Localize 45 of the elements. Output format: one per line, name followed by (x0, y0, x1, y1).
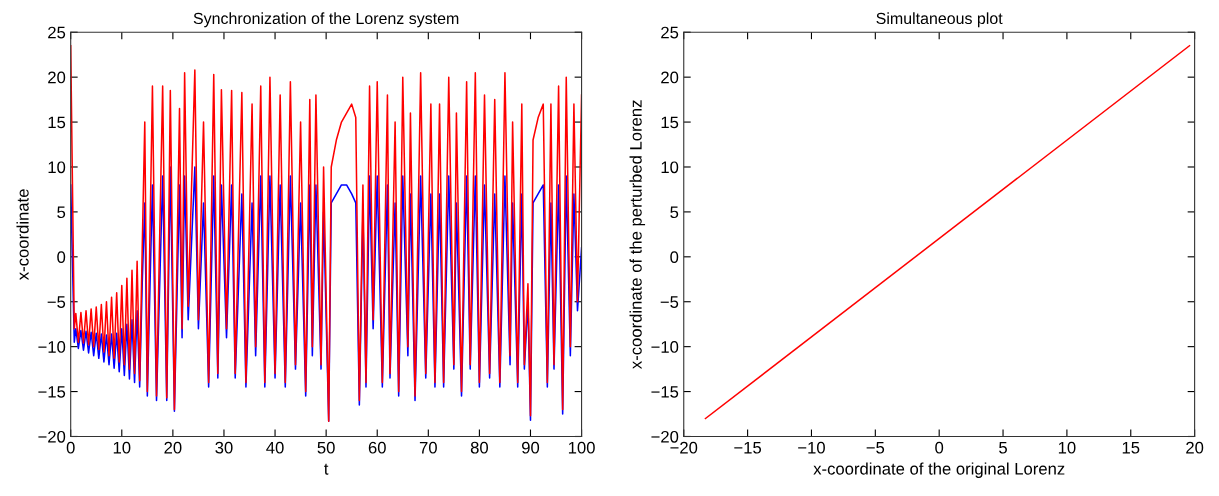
x-tick-label: 70 (419, 441, 437, 454)
chart-title: Simultaneous plot (876, 12, 1003, 28)
y-tick-label: −15 (38, 386, 66, 398)
y-tick-label: −20 (38, 430, 66, 443)
chart-title: Synchronization of the Lorenz system (193, 12, 459, 28)
x-tick-label: 80 (470, 441, 489, 454)
x-tick-label: 100 (568, 441, 595, 454)
x-tick-label: 20 (164, 441, 182, 454)
y-tick-label: 25 (48, 26, 66, 39)
x-tick-label: 50 (317, 441, 335, 454)
x-tick-label: 30 (215, 441, 233, 454)
x-tick-label: 10 (1058, 441, 1076, 454)
x-tick-label: 20 (1186, 441, 1204, 454)
x-axis-title: t (324, 463, 329, 475)
y-tick-label: 20 (661, 71, 679, 84)
x-tick-label: 15 (1122, 441, 1140, 454)
x-tick-label: −15 (734, 441, 762, 454)
y-tick-label: 5 (670, 206, 679, 219)
x-tick-label: 60 (368, 441, 386, 454)
x-axis-title: x-coordinate of the original Lorenz (813, 462, 1065, 478)
y-tick-label: −15 (651, 386, 679, 398)
x-tick-label: 0 (66, 441, 75, 454)
y-tick-label: 0 (670, 251, 679, 264)
x-tick-label: 90 (522, 441, 540, 454)
y-tick-label: 15 (661, 116, 679, 129)
x-tick-label: −10 (798, 441, 825, 454)
y-tick-label: −10 (651, 341, 679, 353)
y-tick-label: −5 (47, 296, 66, 308)
x-tick-label: 10 (113, 441, 131, 454)
y-tick-label: 20 (48, 71, 66, 84)
y-tick-label: 0 (57, 251, 66, 264)
y-tick-label: −10 (38, 341, 66, 353)
x-tick-label: 0 (935, 441, 944, 454)
x-tick-label: 5 (999, 441, 1007, 454)
x-tick-label: −5 (866, 441, 885, 454)
y-tick-label: 25 (661, 26, 679, 39)
y-axis-title: x-coordinate (16, 189, 29, 281)
y-tick-label: −5 (660, 296, 679, 308)
y-tick-label: −20 (651, 430, 679, 443)
y-tick-label: 10 (661, 161, 679, 174)
y-tick-label: 5 (57, 206, 66, 219)
y-tick-label: 15 (48, 116, 66, 129)
y-axis-title: x-coordinate of the perturbed Lorenz (629, 100, 646, 369)
x-tick-label: 40 (266, 441, 284, 454)
y-tick-label: 10 (48, 161, 66, 174)
